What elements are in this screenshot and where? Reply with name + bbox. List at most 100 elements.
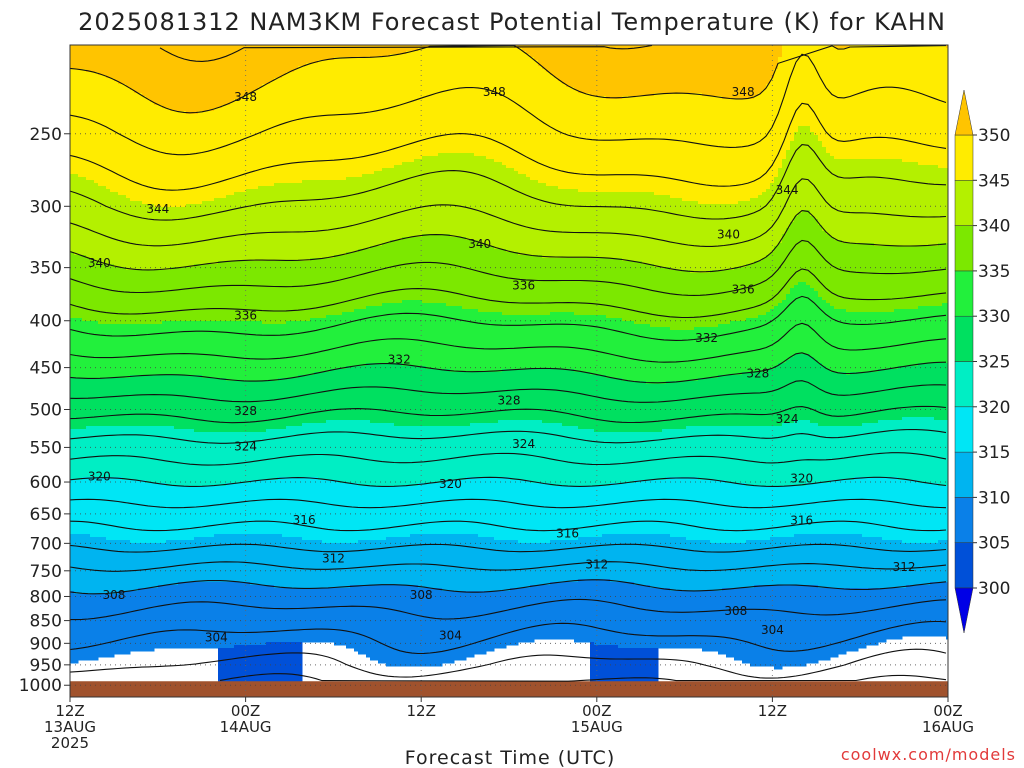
colorbar-segment	[954, 406, 974, 453]
contour-label: 348	[234, 90, 257, 104]
fill-cell	[746, 264, 751, 319]
fill-cell	[254, 189, 259, 262]
fill-cell	[714, 327, 719, 379]
fill-cell	[702, 45, 707, 97]
fill-cell	[386, 537, 391, 586]
fill-cell	[330, 180, 335, 259]
fill-cell	[346, 177, 351, 253]
fill-cell	[774, 366, 779, 427]
fill-cell	[354, 45, 359, 58]
fill-cell	[606, 99, 611, 193]
fill-cell	[738, 543, 743, 589]
fill-cell	[530, 255, 535, 316]
fill-cell	[706, 327, 711, 379]
fill-cell	[914, 543, 919, 586]
credit-text: coolwx.com/models	[841, 745, 1016, 764]
fill-cell	[802, 354, 807, 421]
fill-cell	[886, 45, 891, 160]
fill-cell	[410, 45, 415, 52]
fill-cell	[414, 300, 419, 367]
fill-cell	[882, 477, 887, 541]
fill-cell	[494, 372, 499, 424]
fill-cell	[174, 111, 179, 208]
y-tick-label: 850	[30, 612, 62, 632]
fill-cell	[314, 588, 319, 643]
fill-cell	[238, 582, 243, 646]
fill-cell	[894, 246, 899, 310]
fill-cell	[618, 378, 623, 433]
fill-cell	[258, 45, 263, 88]
fill-cell	[206, 45, 211, 112]
fill-cell	[302, 588, 307, 643]
fill-cell	[898, 420, 903, 481]
fill-cell	[326, 588, 331, 643]
fill-cell	[370, 174, 375, 247]
fill-cell	[886, 159, 891, 247]
fill-cell	[854, 45, 859, 160]
fill-cell	[902, 543, 907, 589]
fill-cell	[458, 153, 463, 238]
fill-cell	[730, 543, 735, 589]
fill-cell	[186, 45, 191, 115]
fill-cell	[638, 381, 643, 433]
fill-cell	[838, 372, 843, 427]
fill-cell	[406, 45, 411, 52]
fill-cell	[722, 270, 727, 325]
fill-cell	[778, 363, 783, 427]
fill-cell	[550, 45, 555, 76]
fill-cell	[498, 540, 503, 592]
contour-line	[70, 268, 947, 319]
fill-cell	[510, 45, 515, 169]
fill-cell	[574, 189, 579, 259]
fill-cell	[590, 375, 595, 430]
fill-cell	[754, 372, 759, 427]
fill-cell	[450, 480, 455, 535]
fill-cell	[746, 45, 751, 100]
fill-cell	[122, 45, 127, 85]
fill-cell	[634, 45, 639, 97]
fill-cell	[114, 477, 119, 541]
fill-cell	[138, 480, 143, 544]
fill-cell	[310, 477, 315, 541]
fill-cell	[622, 321, 627, 382]
fill-cell	[106, 324, 111, 379]
fill-cell	[890, 420, 895, 478]
fill-cell	[234, 432, 239, 484]
fill-cell	[242, 582, 247, 646]
fill-cell	[302, 180, 307, 262]
fill-cell	[470, 45, 475, 154]
fill-cell	[218, 198, 223, 262]
fill-cell	[690, 381, 695, 427]
fill-cell	[106, 378, 111, 427]
fill-cell	[654, 327, 659, 385]
fill-cell	[522, 45, 527, 52]
fill-cell	[610, 582, 615, 646]
fill-cell	[534, 369, 539, 421]
fill-cell	[438, 369, 443, 427]
fill-cell	[646, 585, 651, 649]
fill-cell	[630, 261, 635, 322]
fill-cell	[330, 480, 335, 544]
fill-cell	[918, 363, 923, 418]
fill-cell	[178, 111, 183, 208]
fill-cell	[278, 429, 283, 478]
fill-cell	[430, 369, 435, 427]
x-axis-label: Forecast Time (UTC)	[405, 747, 615, 768]
fill-cell	[246, 645, 251, 694]
fill-cell	[194, 537, 199, 583]
colorbar-segment	[954, 361, 974, 408]
fill-cell	[558, 540, 563, 583]
fill-cell	[642, 264, 647, 325]
fill-cell	[210, 321, 215, 379]
fill-cell	[818, 363, 823, 427]
fill-cell	[770, 426, 775, 487]
fill-cell	[138, 588, 143, 652]
contour-line	[159, 45, 653, 62]
fill-cell	[430, 303, 435, 370]
fill-cell	[218, 45, 223, 109]
fill-cell	[650, 588, 655, 649]
fill-cell	[302, 261, 307, 322]
fill-cell	[622, 45, 627, 97]
fill-cell	[726, 426, 731, 484]
fill-cell	[694, 93, 699, 202]
